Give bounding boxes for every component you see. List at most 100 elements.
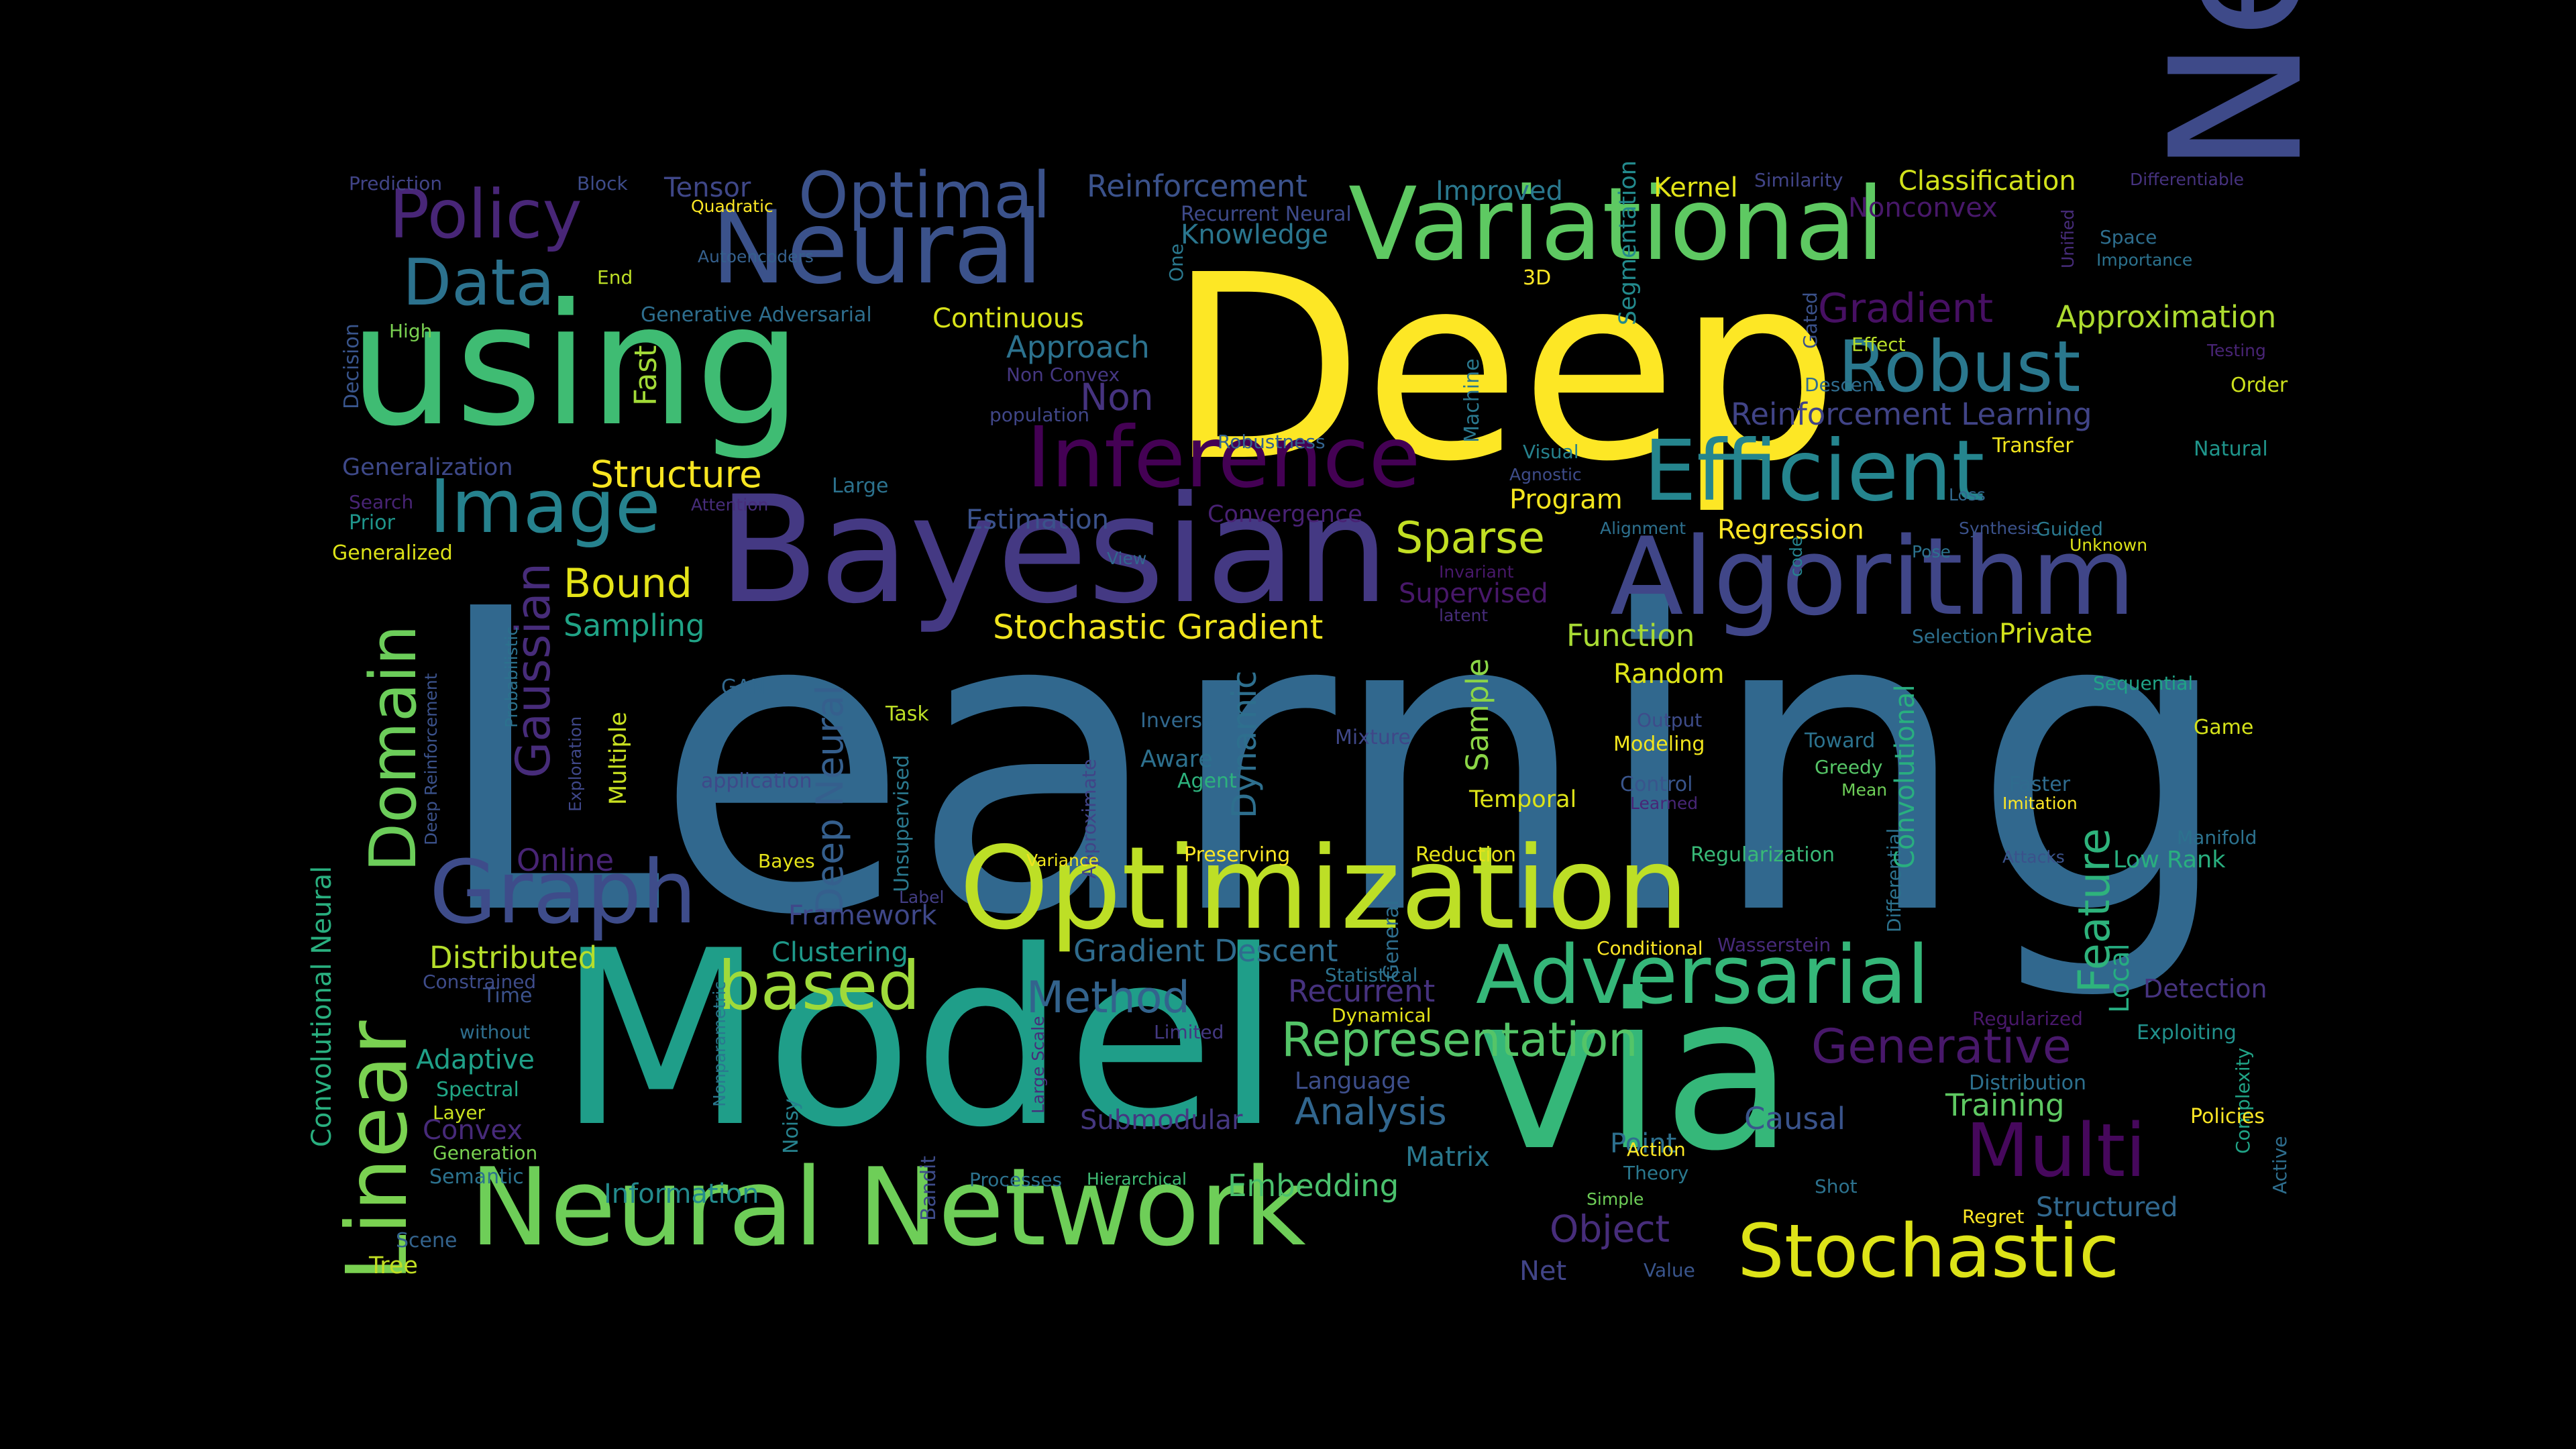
word: Effect [1851,333,1906,356]
word: Learned [1630,794,1699,813]
word: Regularized [1972,1008,2083,1030]
word: Loss [1949,485,1986,504]
word: Multi [1966,1108,2146,1193]
word: Bayes [758,850,815,872]
word: Classification [1898,166,2076,197]
word: Temporal [1469,786,1577,813]
word: Mixture [1335,726,1411,749]
word: Action [1627,1138,1686,1161]
word: Quadratic [691,197,773,216]
word: Deep [1167,220,1839,517]
word: Testing [2207,341,2266,360]
word: Estimation [966,504,1110,535]
word: Random [1613,659,1725,690]
word: without [460,1021,531,1043]
word: Improved [1436,176,1563,207]
word: code [1786,536,1806,577]
word: Detection [2143,974,2267,1004]
word: Adaptive [416,1044,535,1075]
word: Convolutional [1890,684,1921,869]
word: Imitation [2002,794,2078,813]
word: Simple [1587,1189,1644,1209]
word: Convergence [1208,501,1362,528]
word: Processes [969,1169,1063,1191]
word: Toward [1805,729,1876,753]
word: Adversarial [1476,929,1929,1022]
word: Prediction [349,172,443,195]
word: Machine [1460,358,1484,443]
word: Probabilistic [502,626,521,728]
word: Sparse [1395,513,1545,564]
word: Output [1637,709,1703,731]
word: Descent [1805,374,1882,396]
word: Recurrent [1288,973,1436,1009]
word: Attention [691,495,769,515]
word: Gradient Descent [1073,933,1338,969]
word: High [389,320,433,342]
word: Tensor [664,172,751,203]
word: Unified [2058,209,2078,268]
word: View [1107,549,1147,568]
word: Agnostic [1509,465,1582,484]
word: Unsupervised [890,755,914,892]
word: Framework [788,900,937,931]
word: Distribution [1969,1071,2087,1095]
word: Learning [429,523,2235,1006]
word: Private [1999,619,2093,649]
word: Graph [429,841,697,943]
word: Net [1519,1256,1567,1287]
word: Algorithm [1610,514,2136,639]
word: Similarity [1754,169,1843,191]
word: Knowledge [1181,219,1328,250]
word: via [1476,949,1794,1198]
word: Dynamical [1332,1004,1432,1026]
word: Large Scale [1028,1016,1048,1114]
word: Deep Neural [808,685,851,916]
word: Representation [1281,1012,1638,1067]
word: Neural [711,190,1043,307]
word: Theory [1623,1162,1689,1184]
word: Point [1610,1128,1677,1159]
word: Generation [433,1142,538,1164]
word: Analysis [1295,1090,1447,1133]
word: Sequential [2093,672,2194,694]
word: Convex [423,1115,523,1146]
word: Differentiable [2130,170,2245,189]
word: Low Rank [2113,847,2226,873]
word: Agent [1177,769,1237,793]
word: Autoencoders [698,247,814,266]
word: Large [832,474,889,498]
word: Spectral [436,1078,519,1102]
word: Generalized [332,541,453,565]
word: Regret [1962,1205,2025,1228]
word: One [1165,243,1187,282]
word: Online [517,843,614,878]
word: Distributed [429,940,598,975]
word: Neural Network [470,1144,1306,1270]
word: Clustering [771,937,908,968]
word: Decision [340,323,364,409]
word: Limited [1154,1021,1224,1043]
word: Recurrent Neural [1181,203,1352,226]
word: Faster [2009,773,2071,796]
word: Block [577,172,628,195]
word: Preserving [1184,843,1291,867]
word: Guided [2036,518,2103,540]
word: Efficient [1644,423,1985,520]
word: Function [1566,618,1695,653]
word: Bound [564,560,693,607]
word: Information [604,1179,759,1210]
word: Space [2100,226,2157,248]
word: Stochastic [1737,1208,2120,1294]
word: Complexity [2232,1047,2254,1154]
word: Visual [1523,441,1579,463]
word: Sampling [564,608,705,643]
word: Policies [2190,1105,2265,1128]
word: Control [1620,773,1693,796]
word: Robust [1838,326,2081,408]
word: Manifold [2177,826,2257,849]
word: Nonconvex [1848,193,1998,223]
word: Optimization [959,822,1689,955]
word: using [349,268,802,463]
